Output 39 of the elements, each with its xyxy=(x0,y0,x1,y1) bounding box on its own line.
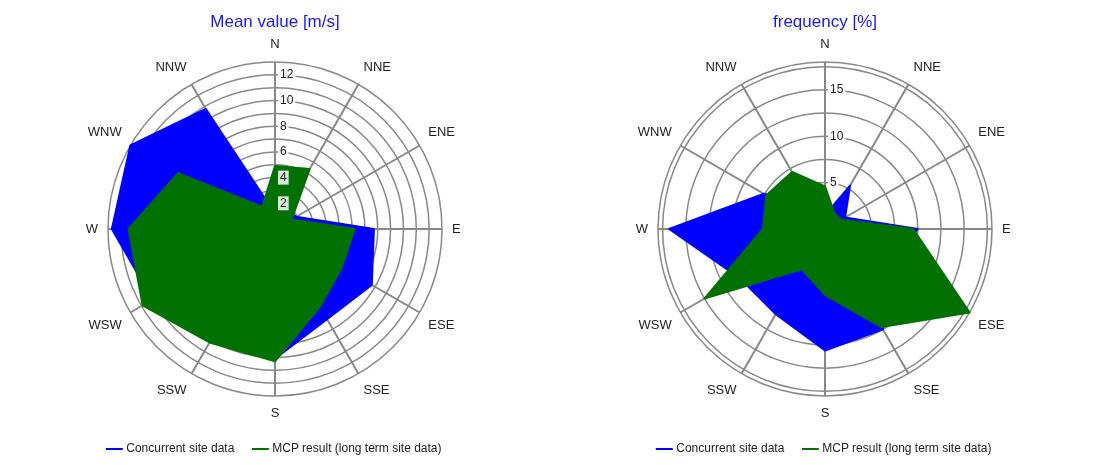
spoke-label: WSW xyxy=(88,316,123,332)
legend-label: MCP result (long term site data) xyxy=(822,441,992,456)
spoke-label: ESE xyxy=(428,316,455,332)
spoke-label: W xyxy=(85,220,99,236)
spoke-label: NNE xyxy=(913,59,942,75)
legend-label: MCP result (long term site data) xyxy=(272,441,442,456)
spoke-label: WNW xyxy=(637,124,673,140)
spoke-label: ENE xyxy=(428,124,456,140)
spoke-label: ENE xyxy=(978,124,1006,140)
chart-title: Mean value [m/s] xyxy=(210,11,340,31)
spoke-label: E xyxy=(452,220,461,236)
spoke-label: WNW xyxy=(87,124,123,140)
spoke-label: N xyxy=(270,35,280,51)
spoke-label: SSE xyxy=(913,381,940,397)
spoke-label: NNW xyxy=(155,59,188,75)
spoke-label: E xyxy=(1002,220,1011,236)
y-tick-label: 6 xyxy=(279,144,287,159)
legend-label: Concurrent site data xyxy=(126,441,235,456)
spoke-label: N xyxy=(820,35,830,51)
spoke-label: WSW xyxy=(638,316,673,332)
y-tick-label: 12 xyxy=(279,67,294,82)
y-tick-label: 15 xyxy=(829,82,844,97)
spoke-label: S xyxy=(820,405,830,421)
y-tick-label: 10 xyxy=(279,92,294,107)
spoke-label: ESE xyxy=(978,316,1005,332)
spoke-label: SSE xyxy=(363,381,390,397)
spoke-label: NNE xyxy=(363,59,392,75)
y-tick-label: 8 xyxy=(279,118,287,133)
spoke-label: SSW xyxy=(706,381,738,397)
spoke-label: SSW xyxy=(156,381,188,397)
y-tick-label: 10 xyxy=(829,128,844,143)
chart-title: frequency [%] xyxy=(773,11,877,31)
y-tick-label: 4 xyxy=(279,169,287,184)
legend-label: Concurrent site data xyxy=(676,441,785,456)
spoke-label: S xyxy=(270,405,280,421)
y-tick-label: 2 xyxy=(279,195,287,210)
spoke-label: NNW xyxy=(705,59,738,75)
y-tick-label: 5 xyxy=(829,174,837,189)
spoke-label: W xyxy=(635,220,649,236)
